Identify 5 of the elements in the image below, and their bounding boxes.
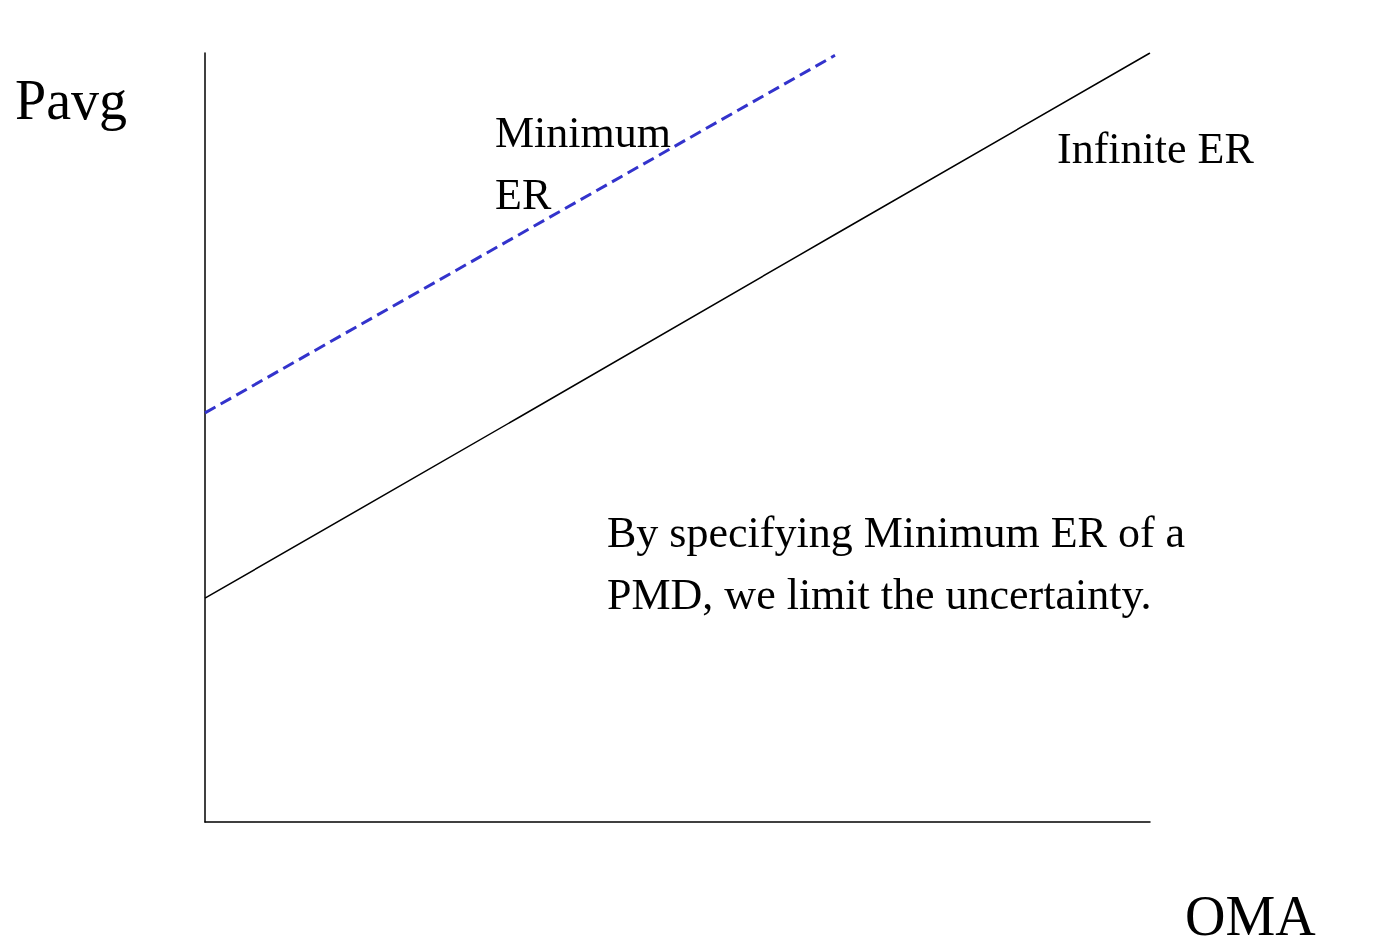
annotation: By specifying Minimum ER of a PMD, we limit the uncertainty. [607,508,1197,619]
y-axis-title: Pavg [15,69,127,131]
x-axis-title: OMA [1185,885,1317,947]
series-label: Minimum ER [495,108,683,219]
series-label: Infinite ER [1057,124,1255,174]
